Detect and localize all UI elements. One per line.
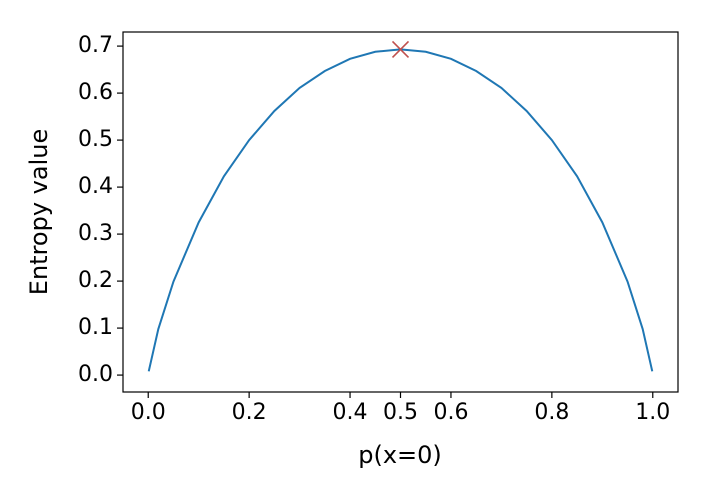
axes-frame [122,31,679,393]
x-tick-label: 0.8 [534,400,569,425]
y-tick-label: 0.5 [78,127,113,152]
max-marker [391,40,410,58]
y-tick-label: 0.2 [78,268,113,293]
x-tick-label: 0.5 [383,400,418,425]
y-tick-label: 0.0 [78,362,113,387]
y-tick-label: 0.7 [78,33,113,58]
y-tick-label: 0.1 [78,315,113,340]
y-tick-label: 0.4 [78,174,113,199]
y-axis-label: Entropy value [25,129,53,295]
x-axis-label: p(x=0) [358,441,442,469]
y-tick-label: 0.6 [78,80,113,105]
x-tick-label: 0.6 [433,400,468,425]
x-tick-label: 0.4 [333,400,368,425]
y-tick-label: 0.3 [78,221,113,246]
x-tick-label: 0.0 [131,400,166,425]
x-tick-label: 1.0 [635,400,670,425]
x-tick-label: 0.2 [232,400,267,425]
entropy-line [147,48,654,372]
